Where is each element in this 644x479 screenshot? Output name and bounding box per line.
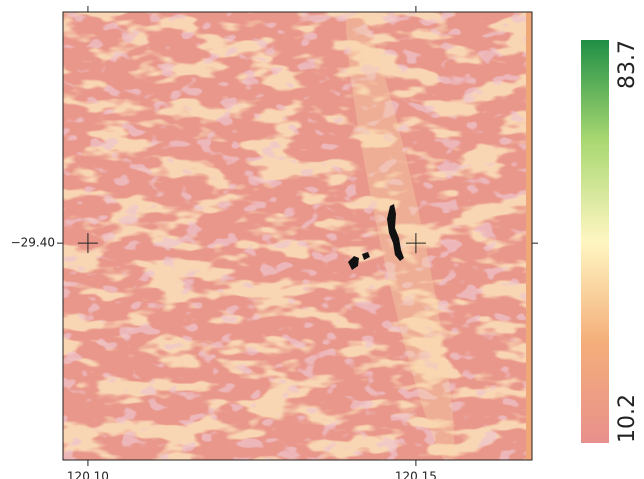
x-tick-label: 120.10 [67, 470, 109, 479]
colorbar [581, 40, 609, 443]
edge-strip [526, 12, 532, 460]
colorbar-label: 83.7 [615, 40, 640, 89]
map-frame [62, 11, 533, 461]
ridge-band [345, 12, 455, 460]
colorbar-label: 10.2 [615, 394, 640, 443]
y-tick-label: −29.40 [11, 236, 55, 250]
x-tick-label: 120.15 [395, 470, 437, 479]
survey-track [348, 204, 404, 270]
raster [63, 12, 532, 460]
raster-texture [63, 12, 532, 460]
